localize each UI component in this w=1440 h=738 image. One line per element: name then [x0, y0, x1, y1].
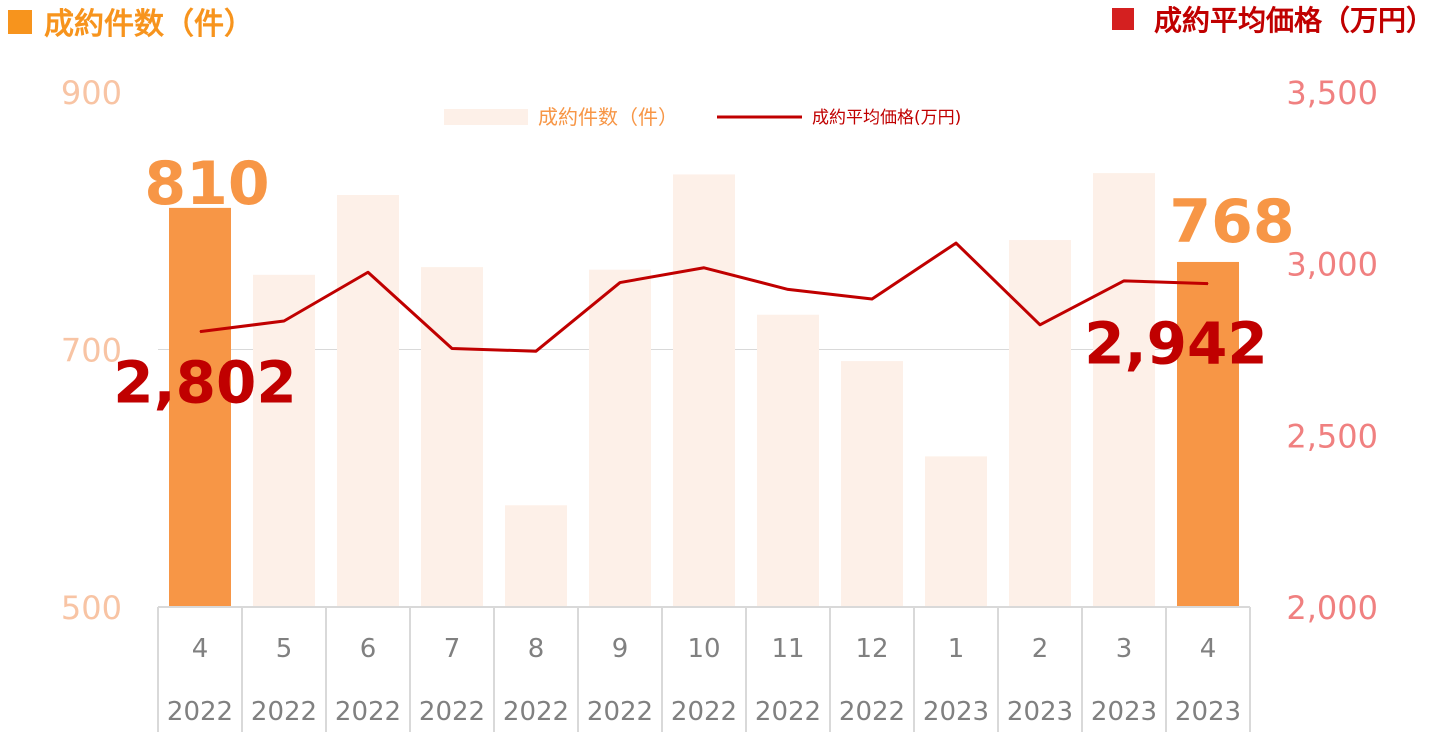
category-year-label: 2022 — [251, 697, 317, 727]
line-label-last: 2,942 — [1084, 310, 1267, 378]
category-year-label: 2023 — [1091, 697, 1157, 727]
line-point-12 — [1207, 283, 1209, 285]
category-year-label: 2022 — [839, 697, 905, 727]
category-month-label: 4 — [1200, 634, 1217, 664]
category-year-label: 2023 — [923, 697, 989, 727]
line-label-first: 2,802 — [113, 349, 296, 417]
bar-label-last: 768 — [1169, 187, 1294, 257]
right-axis: 2,000 2,500 3,000 3,500 — [1286, 74, 1378, 627]
bar-8 — [841, 361, 903, 607]
category-month-label: 3 — [1116, 634, 1133, 664]
legend-line-label: 成約平均価格(万円) — [812, 108, 961, 128]
category-year-label: 2022 — [587, 697, 653, 727]
category-year-label: 2023 — [1007, 697, 1073, 727]
legend-bar-swatch — [444, 109, 528, 125]
bar-3 — [421, 267, 483, 607]
bar-series — [169, 173, 1239, 608]
left-axis-title-marker — [8, 10, 32, 34]
line-point-10 — [1039, 324, 1041, 326]
right-axis-tick-label: 3,000 — [1286, 246, 1378, 284]
category-month-label: 8 — [528, 634, 545, 664]
category-month-label: 10 — [687, 634, 720, 664]
legend-bar-label: 成約件数（件） — [538, 105, 678, 129]
left-axis-title: 成約件数（件） — [44, 7, 254, 42]
line-point-11 — [1123, 280, 1125, 282]
bar-label-first: 810 — [144, 149, 269, 219]
bar-9 — [925, 456, 987, 607]
category-month-label: 1 — [948, 634, 965, 664]
category-month-label: 2 — [1032, 634, 1049, 664]
line-point-4 — [535, 350, 537, 352]
line-point-6 — [703, 267, 705, 269]
category-month-label: 7 — [444, 634, 461, 664]
left-axis-tick-label: 500 — [61, 589, 122, 627]
category-year-label: 2022 — [503, 697, 569, 727]
category-year-label: 2022 — [335, 697, 401, 727]
category-year-label: 2022 — [755, 697, 821, 727]
bar-7 — [757, 314, 819, 607]
category-year-label: 2022 — [419, 697, 485, 727]
right-axis-tick-label: 2,500 — [1286, 417, 1378, 455]
right-axis-title-marker — [1112, 8, 1134, 30]
line-point-3 — [451, 347, 453, 349]
bar-6 — [673, 174, 735, 607]
right-axis-title: 成約平均価格（万円） — [1154, 4, 1434, 37]
bar-0 — [169, 207, 231, 607]
category-year-label: 2022 — [167, 697, 233, 727]
bar-11 — [1093, 173, 1155, 608]
category-year-label: 2022 — [671, 697, 737, 727]
line-point-5 — [619, 282, 621, 284]
category-month-label: 9 — [612, 634, 629, 664]
data-labels: 810 768 2,802 2,942 — [113, 149, 1294, 417]
right-axis-tick-label: 3,500 — [1286, 74, 1378, 112]
bar-5 — [589, 269, 651, 607]
category-month-label: 12 — [855, 634, 888, 664]
line-point-7 — [787, 288, 789, 290]
line-series — [199, 241, 1209, 353]
bar-4 — [505, 505, 567, 607]
bar-1 — [253, 274, 315, 607]
right-axis-tick-label: 2,000 — [1286, 589, 1378, 627]
left-axis-tick-label: 700 — [61, 332, 122, 370]
bar-2 — [337, 195, 399, 607]
left-axis: 500 700 900 — [61, 74, 122, 627]
left-axis-tick-label: 900 — [61, 74, 122, 112]
line-point-0 — [199, 331, 201, 333]
bar-10 — [1009, 240, 1071, 607]
category-month-label: 5 — [276, 634, 293, 664]
category-axis: 4 2022 5 2022 6 2022 7 2022 8 2022 9 2022 10 2022 11 20… — [157, 606, 1251, 732]
category-month-label: 11 — [771, 634, 804, 664]
line-point-8 — [871, 298, 873, 300]
category-year-label: 2023 — [1175, 697, 1241, 727]
category-month-label: 4 — [192, 634, 209, 664]
line-point-9 — [955, 242, 957, 244]
category-month-label: 6 — [360, 634, 377, 664]
bar-12 — [1177, 261, 1239, 607]
line-point-2 — [367, 271, 369, 273]
line-point-1 — [283, 320, 285, 322]
